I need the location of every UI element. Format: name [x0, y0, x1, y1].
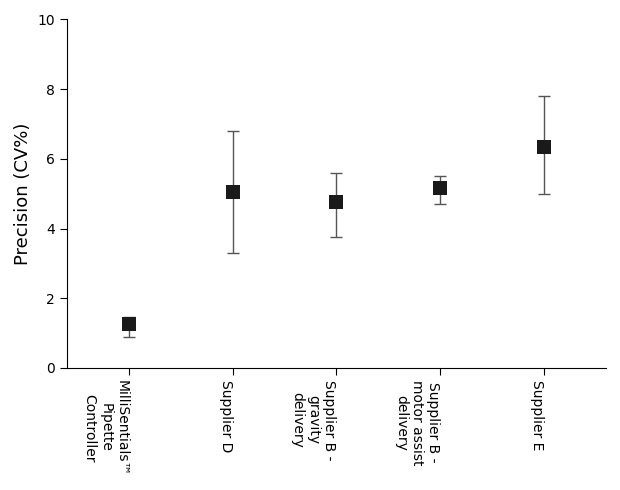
Point [228, 188, 237, 196]
Point [124, 320, 134, 328]
Point [539, 143, 549, 150]
Y-axis label: Precision (CV%): Precision (CV%) [14, 122, 32, 265]
Point [332, 198, 342, 206]
Point [435, 185, 445, 193]
